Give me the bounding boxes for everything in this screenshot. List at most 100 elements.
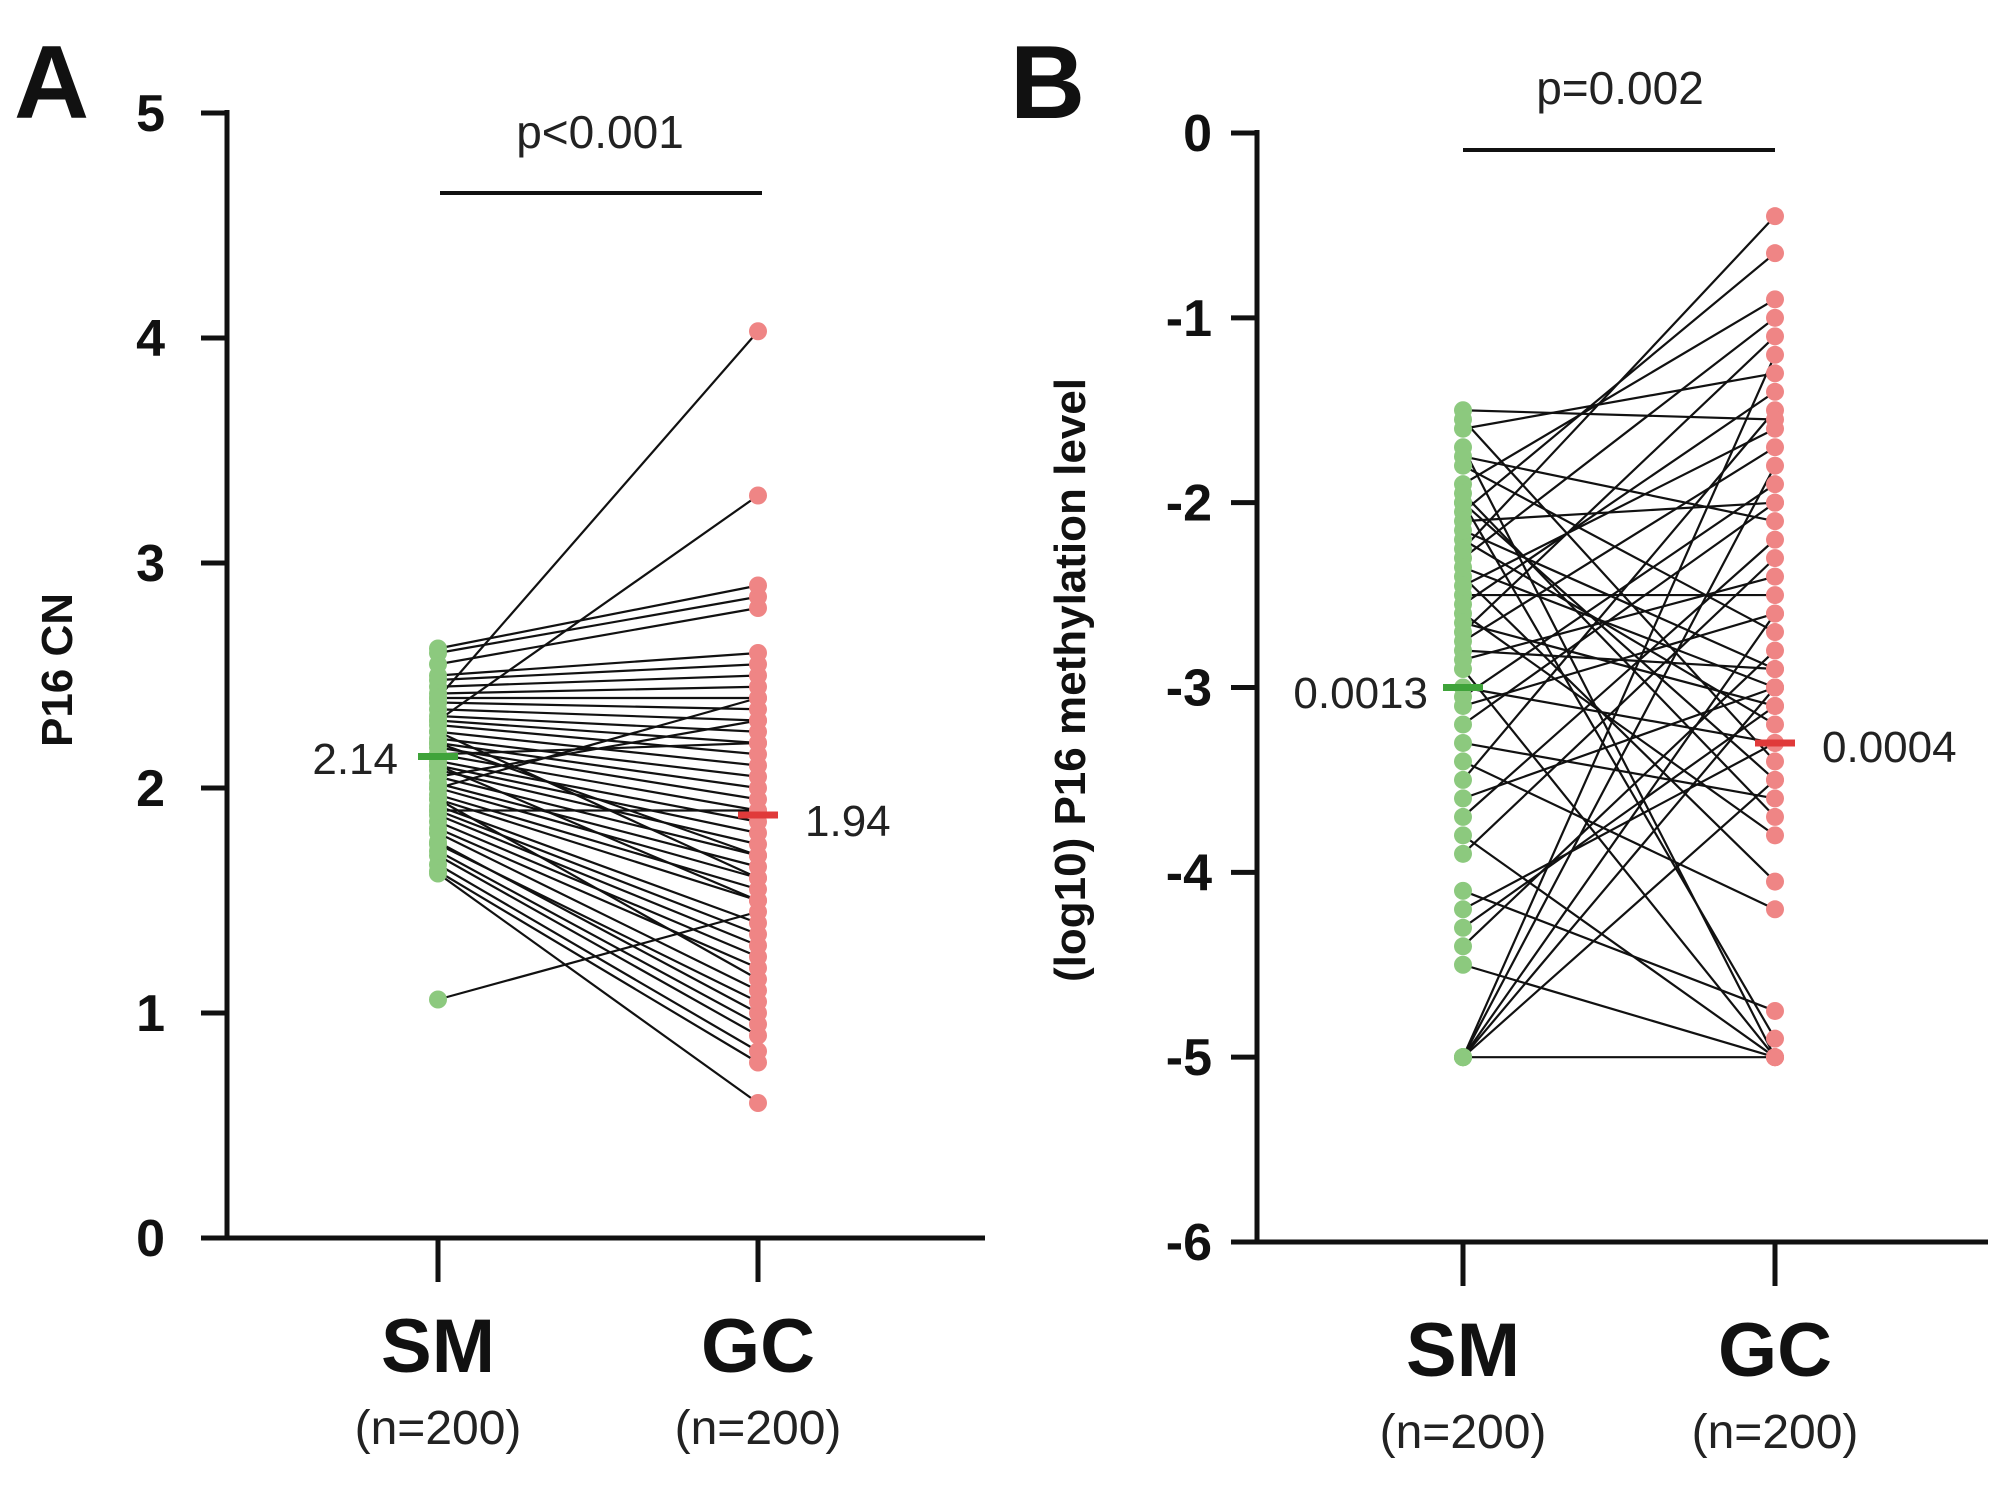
dot-sm bbox=[429, 639, 447, 658]
dot-sm bbox=[1454, 955, 1472, 974]
dot-gc bbox=[749, 992, 767, 1011]
pair-line bbox=[437, 708, 759, 722]
pair-line bbox=[1462, 760, 1776, 911]
dot-gc bbox=[749, 914, 767, 932]
pair-line bbox=[437, 651, 759, 677]
pair-line bbox=[437, 696, 759, 790]
dot-gc bbox=[749, 322, 767, 341]
pair-line bbox=[1462, 538, 1776, 726]
panel-a-letter: A bbox=[14, 25, 89, 141]
pair-line bbox=[1462, 705, 1776, 929]
dot-sm bbox=[1454, 937, 1472, 956]
pair-line bbox=[437, 798, 759, 981]
dot-gc bbox=[749, 644, 767, 662]
pair-line bbox=[437, 663, 759, 682]
panel-b-category-sm-n: (n=200) bbox=[1380, 1406, 1547, 1459]
dot-gc bbox=[1766, 1029, 1784, 1048]
dot-gc bbox=[1766, 290, 1784, 309]
dot-sm bbox=[1454, 844, 1472, 863]
pair-line bbox=[1462, 446, 1776, 643]
dot-gc bbox=[1766, 308, 1784, 327]
pair-line bbox=[1462, 502, 1776, 1040]
panel-a-y-ticks: 0 1 2 3 4 5 bbox=[136, 85, 227, 1268]
dot-gc bbox=[1766, 382, 1784, 401]
panel-a-category-gc-n: (n=200) bbox=[675, 1402, 842, 1455]
pair-line bbox=[437, 595, 759, 655]
pair-line bbox=[1462, 298, 1776, 486]
pair-line bbox=[1462, 492, 1776, 818]
dot-sm bbox=[1454, 826, 1472, 845]
panel-b-dots bbox=[1454, 207, 1784, 1067]
dot-gc bbox=[1766, 327, 1784, 346]
pair-line bbox=[437, 768, 759, 846]
dot-gc bbox=[1766, 530, 1784, 549]
pair-line bbox=[437, 737, 759, 778]
panel-b-y-tick-label: -2 bbox=[1166, 475, 1212, 533]
pair-line bbox=[1462, 779, 1776, 1058]
dot-gc bbox=[1766, 715, 1784, 734]
pair-line bbox=[437, 685, 759, 695]
pair-line bbox=[1462, 686, 1776, 1058]
pair-line bbox=[1462, 557, 1776, 855]
pair-line bbox=[437, 764, 759, 902]
dot-gc bbox=[1766, 604, 1784, 623]
panel-a: A 0 1 2 3 4 5 P16 CN p<0.001 2.14 1.94 SM (n=… bbox=[14, 25, 985, 1455]
pair-line bbox=[437, 741, 759, 756]
panel-a-category-sm-n: (n=200) bbox=[355, 1402, 522, 1455]
dot-gc bbox=[749, 1042, 767, 1061]
panel-b-pair-lines bbox=[1461, 215, 1777, 1059]
pair-line bbox=[437, 870, 759, 1064]
dot-gc bbox=[1766, 1001, 1784, 1020]
pair-line bbox=[437, 863, 759, 1053]
pair-line bbox=[1462, 963, 1776, 1059]
pair-line bbox=[1462, 501, 1776, 523]
dot-gc bbox=[1766, 807, 1784, 826]
panel-b-category-gc: GC bbox=[1718, 1308, 1832, 1393]
pair-line bbox=[437, 804, 759, 925]
dot-sm bbox=[1454, 807, 1472, 826]
dot-gc bbox=[1766, 364, 1784, 383]
dot-gc bbox=[749, 689, 767, 707]
dot-gc bbox=[749, 1094, 767, 1112]
dot-gc bbox=[1766, 586, 1784, 605]
dot-gc bbox=[1766, 752, 1784, 771]
panel-b-y-axis-title: (log10) P16 methylation level bbox=[1046, 378, 1095, 982]
panel-b-medians bbox=[1443, 684, 1795, 747]
dot-gc bbox=[1766, 438, 1784, 457]
pair-line bbox=[1462, 538, 1776, 818]
dot-sm bbox=[429, 689, 447, 707]
pair-line bbox=[1462, 834, 1776, 1059]
pair-line bbox=[1462, 464, 1776, 634]
pair-line bbox=[1462, 529, 1776, 671]
pair-line bbox=[437, 798, 759, 902]
dot-gc bbox=[1766, 623, 1784, 642]
pair-line bbox=[437, 701, 759, 711]
pair-line bbox=[1462, 390, 1776, 606]
pair-line bbox=[437, 872, 759, 1104]
dot-gc bbox=[1766, 770, 1784, 789]
dot-sm bbox=[1454, 696, 1472, 715]
panel-a-category-sm: SM bbox=[381, 1304, 495, 1389]
dot-gc bbox=[1766, 345, 1784, 364]
pair-line bbox=[1462, 649, 1776, 948]
panel-a-y-axis-title: P16 CN bbox=[33, 593, 82, 747]
dot-gc bbox=[1766, 1048, 1784, 1067]
pair-line bbox=[437, 730, 759, 880]
panel-a-y-tick-label: 3 bbox=[136, 535, 165, 593]
pair-line bbox=[437, 330, 759, 699]
panel-b-y-tick-label: -1 bbox=[1166, 290, 1212, 348]
dot-sm bbox=[1454, 410, 1472, 429]
panel-a-medians bbox=[418, 753, 778, 819]
pair-line bbox=[1462, 372, 1776, 430]
panel-a-y-tick-label: 0 bbox=[136, 1210, 165, 1268]
dot-sm bbox=[1454, 613, 1472, 632]
pair-line bbox=[437, 854, 759, 1037]
panel-b-letter: B bbox=[1010, 25, 1085, 141]
pair-line bbox=[1462, 621, 1776, 708]
dot-gc bbox=[1766, 512, 1784, 531]
pair-line bbox=[437, 494, 759, 722]
pair-line bbox=[1462, 612, 1776, 837]
dot-gc bbox=[1766, 660, 1784, 679]
dot-sm bbox=[1454, 770, 1472, 789]
